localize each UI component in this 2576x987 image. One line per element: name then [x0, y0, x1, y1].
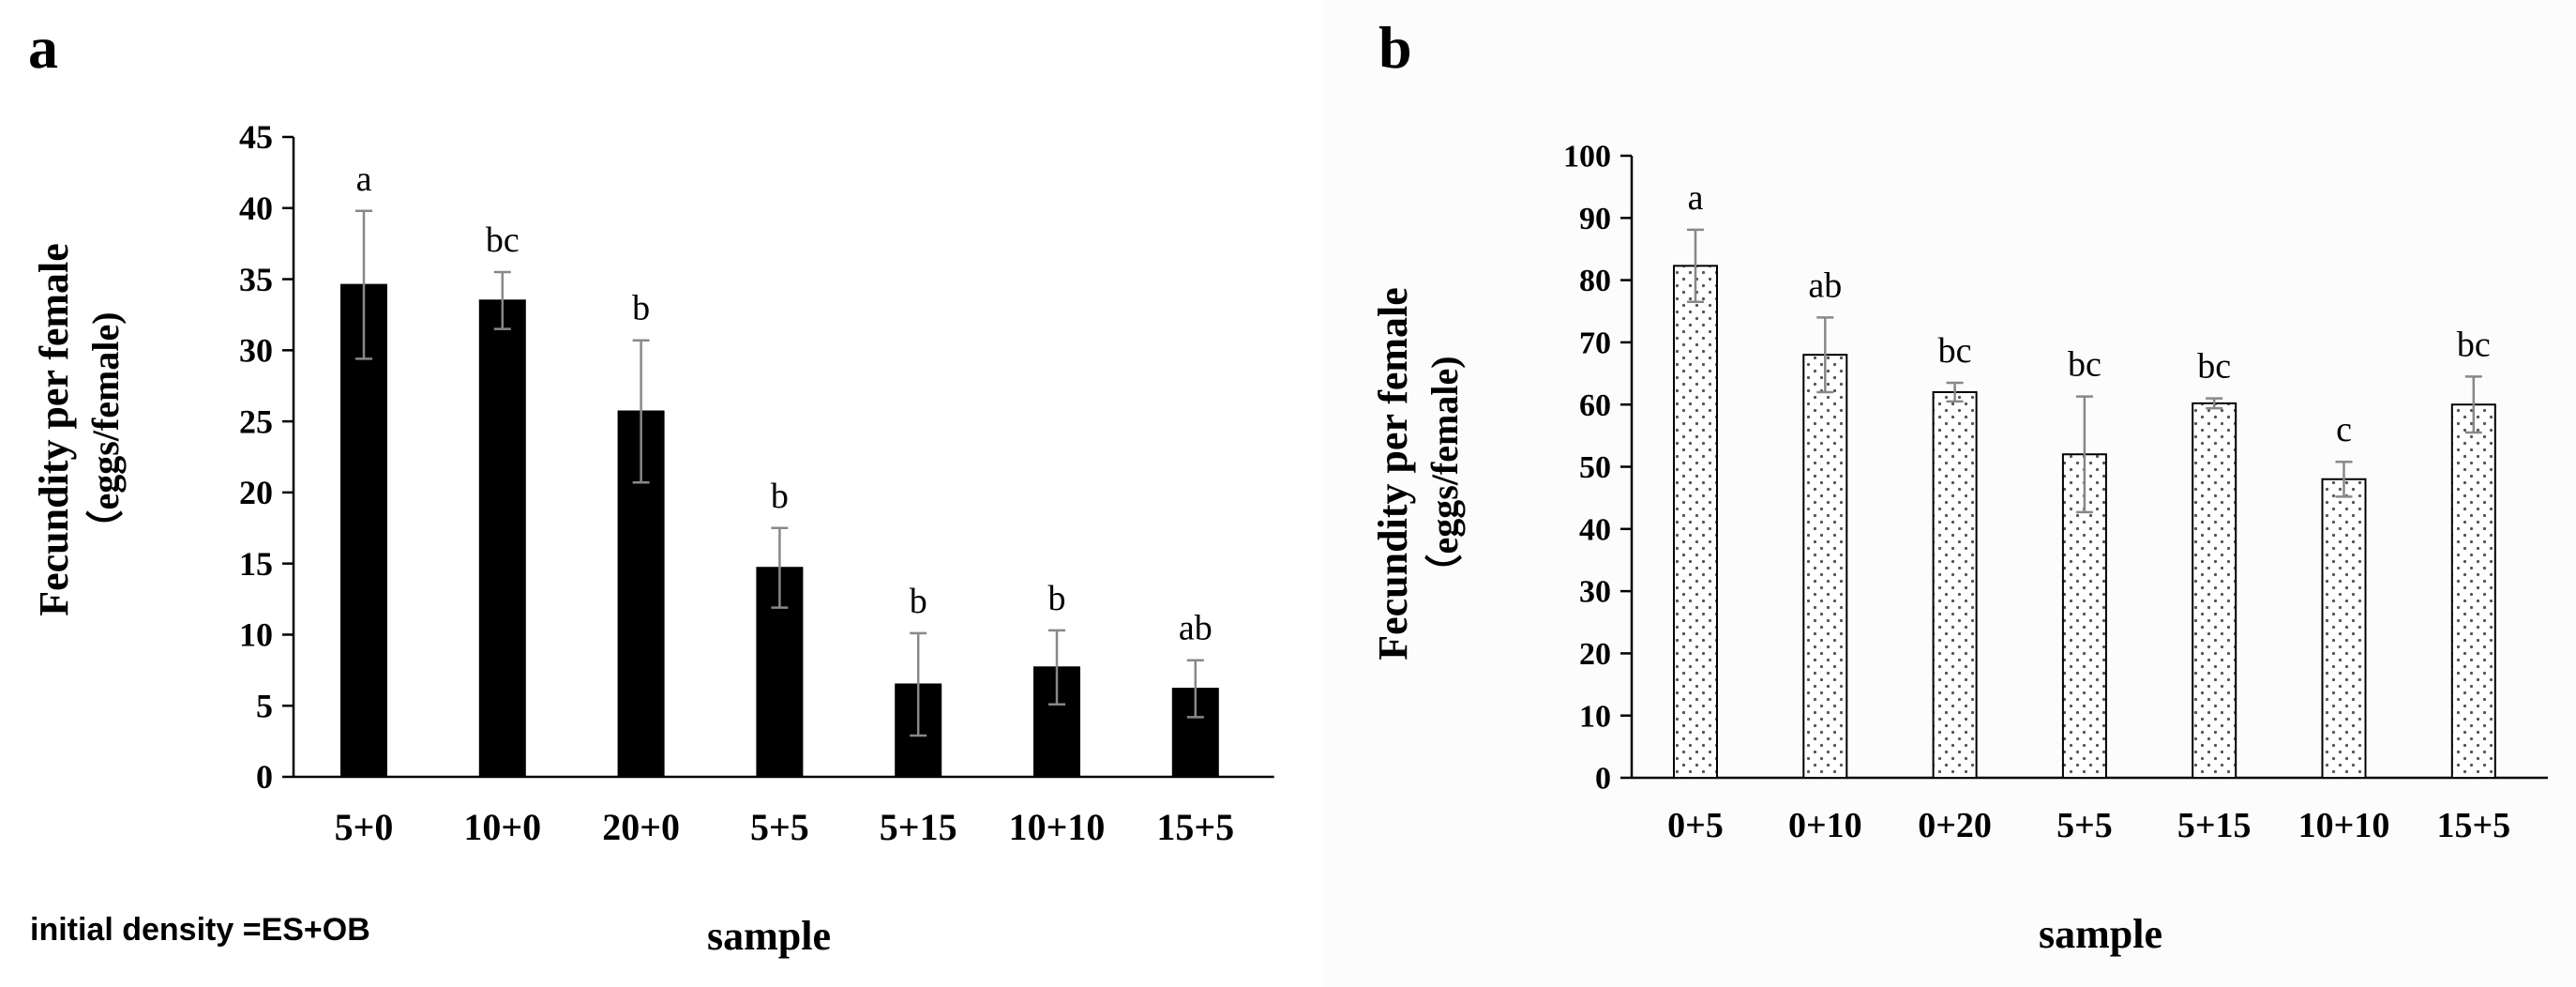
panel-a-y-tick-label: 15 [239, 545, 273, 583]
panel-a-significance-letter: b [1048, 579, 1066, 618]
panel-b-y-tick-label: 100 [1563, 140, 1611, 175]
panel-b-xlabel: sample [2039, 911, 2162, 957]
panel-b-bar [2192, 402, 2237, 779]
panel-b-category-label: 15+5 [2436, 806, 2510, 845]
panel-b-significance-letter: a [1688, 178, 1704, 218]
panel-a-significance-letter: b [632, 289, 650, 328]
panel-a-category-label: 5+5 [750, 806, 809, 848]
panel-b-significance-letter: ab [1808, 266, 1842, 305]
panel-b-y-tick-label: 50 [1579, 450, 1611, 485]
panel-a-category-label: 10+10 [1009, 806, 1106, 848]
panel-b-plot: 0 10 20 30 40 50 60 70 80 90 100 a 0+5 ab 0+10 bc 0+20 bc… [1563, 140, 2548, 845]
panel-b-significance-letter: bc [2457, 325, 2491, 364]
panel-a-ylabel: Fecundity per female [31, 243, 77, 616]
panel-b-significance-letter: bc [2068, 345, 2101, 385]
panel-a-category-label: 15+5 [1156, 806, 1234, 848]
panel-b-y-tick-label: 20 [1579, 637, 1611, 672]
panel-b-y-tick-label: 30 [1579, 575, 1611, 610]
panel-a-significance-letter: b [910, 582, 927, 621]
panel-a-y-tick-label: 40 [239, 190, 273, 227]
panel-a-bar [340, 283, 387, 778]
panel-a-y-tick-label: 25 [239, 402, 273, 440]
panel-a-significance-letter: ab [1179, 609, 1213, 648]
panel-a-significance-letter: bc [486, 220, 520, 260]
panel-b-significance-letter: bc [1938, 331, 1972, 371]
panel-a-plot: 0 5 10 15 20 25 30 35 40 45 a 5+0 bc 10+0 b 20+0 b 5+5 b 5+… [239, 118, 1274, 848]
panel-a-category-label: 5+0 [335, 806, 394, 848]
panel-b-label: b [1378, 14, 1412, 81]
panel-b-category-label: 10+10 [2298, 806, 2390, 845]
panel-b-significance-letter: c [2336, 410, 2352, 449]
panel-a-label: a [28, 14, 58, 81]
panel-b-y-tick-label: 80 [1579, 264, 1611, 298]
panel-b-category-label: 5+5 [2056, 806, 2113, 845]
panel-a-bar [478, 299, 526, 778]
panel-a-y-tick-label: 30 [239, 332, 273, 370]
panel-a-category-label: 5+15 [880, 806, 957, 848]
panel-b-category-label: 0+10 [1788, 806, 1862, 845]
panel-b-bar [1673, 265, 1718, 779]
panel-a-ylabel-units: （eggs/female) [84, 311, 127, 547]
panel-a-category-label: 10+0 [463, 806, 541, 848]
panel-a-significance-letter: b [771, 477, 789, 516]
panel-a-y-tick-label: 5 [256, 687, 273, 724]
panel-a-category-label: 20+0 [602, 806, 680, 848]
panel-b-category-label: 0+20 [1918, 806, 1992, 845]
panel-a-y-tick-label: 45 [239, 118, 273, 156]
panel-a-significance-letter: a [356, 159, 372, 199]
panel-b-bar [2321, 478, 2367, 779]
panel-a-xlabel: sample [707, 913, 831, 959]
panel-a-y-tick-label: 0 [256, 758, 273, 796]
panel-b-y-tick-label: 60 [1579, 388, 1611, 423]
panel-b-category-label: 0+5 [1667, 806, 1724, 845]
panel-b-significance-letter: bc [2197, 347, 2231, 387]
panel-b-bar [1932, 390, 1978, 779]
panel-b-ylabel-units: （eggs/female) [1424, 356, 1466, 591]
panel-b-y-tick-label: 40 [1579, 512, 1611, 547]
panel-b-y-tick-label: 90 [1579, 202, 1611, 236]
panel-b-ylabel: Fecundity per female [1370, 287, 1416, 661]
panel-b-bar [2450, 403, 2496, 779]
panel-a-y-tick-label: 10 [239, 616, 273, 654]
panel-b-y-tick-label: 0 [1595, 762, 1611, 797]
panel-b-y-tick-label: 10 [1579, 699, 1611, 734]
panel-b-bar [1802, 354, 1848, 779]
panel-b-y-tick-label: 70 [1579, 326, 1611, 360]
panel-a-y-tick-label: 35 [239, 261, 273, 298]
panel-b-category-label: 5+15 [2177, 806, 2252, 845]
footnote-initial-density: initial density =ES+OB [30, 912, 370, 948]
panel-a-y-tick-label: 20 [239, 474, 273, 511]
